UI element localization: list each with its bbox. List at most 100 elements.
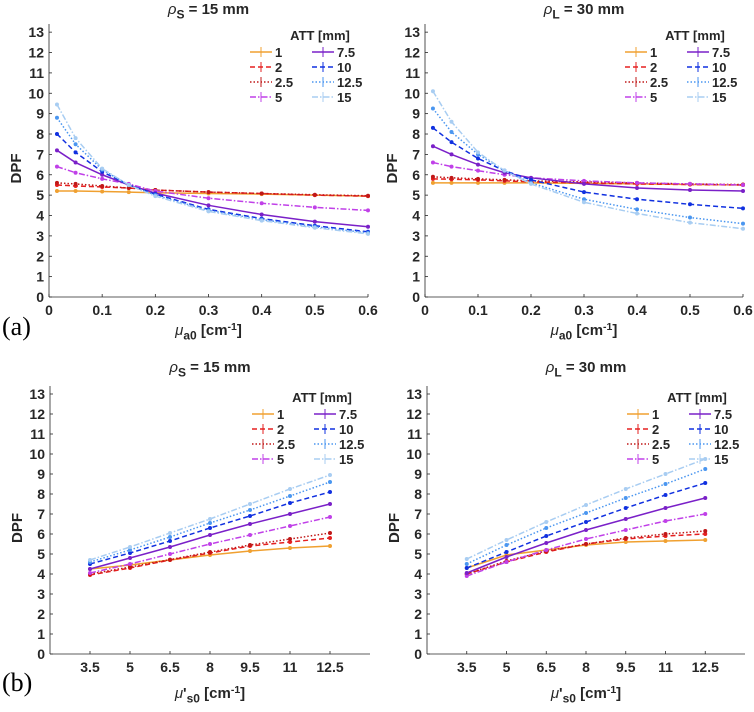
x-tick-label: 11	[658, 659, 673, 675]
label-part: μ	[550, 685, 559, 702]
y-tick-label: 0	[412, 289, 420, 305]
data-point	[168, 535, 172, 539]
label-part: ρ	[543, 1, 553, 18]
legend-entry-label: 5	[277, 452, 284, 467]
data-point	[635, 180, 639, 185]
data-point	[449, 152, 454, 157]
data-point	[430, 125, 435, 130]
data-point	[529, 181, 533, 186]
label-part: = 30 mm	[560, 1, 625, 18]
data-point	[464, 566, 469, 570]
data-point	[584, 537, 588, 541]
data-point	[100, 189, 105, 194]
data-point	[430, 89, 435, 94]
y-tick-label: 6	[414, 526, 422, 542]
y-tick-label: 9	[414, 466, 422, 482]
data-point	[208, 517, 212, 521]
data-point	[328, 480, 332, 484]
data-point	[312, 225, 317, 230]
data-point	[288, 540, 292, 544]
label-part: [cm	[197, 322, 228, 339]
x-tick-label: 6.5	[160, 659, 180, 675]
data-point	[430, 144, 435, 149]
y-tick-label: 8	[414, 486, 422, 502]
y-tick-label: 10	[406, 446, 422, 462]
data-point	[206, 196, 211, 201]
data-point	[88, 567, 92, 571]
y-tick-label: 11	[407, 426, 422, 442]
data-point	[54, 164, 59, 169]
label-part: μ	[550, 322, 559, 339]
y-tick-label: 13	[29, 386, 45, 402]
x-tick-label: 0.3	[199, 302, 219, 318]
y-tick-label: 1	[36, 269, 44, 285]
data-point	[663, 472, 668, 476]
y-tick-label: 12	[406, 406, 422, 422]
data-point	[582, 200, 586, 205]
data-point	[703, 532, 708, 536]
series-line-12.5	[466, 468, 706, 565]
label-part: = 15 mm	[184, 1, 249, 18]
x-tick-label: 3.5	[457, 659, 477, 675]
data-point	[259, 191, 264, 196]
legend-entry-label: 15	[337, 90, 351, 105]
y-tick-label: 4	[414, 566, 422, 582]
x-tick-label: 8	[206, 659, 214, 675]
data-point	[128, 562, 132, 566]
y-tick-label: 7	[37, 506, 45, 522]
label-part: μ	[174, 322, 183, 339]
y-tick-label: 0	[414, 646, 422, 662]
x-tick-label: 0	[45, 302, 53, 318]
series-line-5	[432, 161, 744, 186]
label-part: S	[178, 366, 186, 380]
label-part: '	[183, 685, 187, 702]
y-tick-label: 12	[29, 406, 45, 422]
data-point	[623, 528, 628, 532]
label-part: ρ	[545, 359, 555, 376]
data-point	[312, 205, 317, 210]
data-point	[259, 218, 264, 223]
data-point	[476, 156, 480, 161]
y-tick-label: 3	[37, 586, 45, 602]
y-axis-label: DPF	[9, 513, 26, 543]
y-tick-label: 5	[36, 187, 44, 203]
x-tick-label: 9.5	[616, 659, 636, 675]
series-line-10	[466, 482, 706, 569]
data-point	[476, 150, 480, 155]
x-tick-label: 9.5	[240, 659, 260, 675]
data-point	[248, 543, 252, 547]
data-point	[288, 487, 292, 491]
data-point	[741, 221, 745, 226]
data-point	[635, 211, 639, 216]
data-point	[635, 197, 639, 202]
data-point	[288, 512, 292, 516]
data-point	[544, 548, 549, 552]
data-point	[288, 537, 292, 541]
legend-title: ATT [mm]	[667, 390, 727, 405]
data-point	[504, 550, 509, 554]
data-point	[476, 168, 480, 173]
legend-entry-label: 10	[339, 422, 353, 437]
data-point	[703, 529, 708, 533]
y-tick-label: 6	[412, 167, 420, 183]
data-point	[208, 521, 212, 525]
data-point	[582, 190, 586, 195]
data-point	[208, 550, 212, 554]
y-tick-label: 7	[414, 506, 422, 522]
data-point	[168, 531, 172, 535]
legend-entry-label: 1	[275, 45, 282, 60]
y-tick-label: 10	[28, 85, 44, 101]
label-part: ]	[616, 685, 621, 702]
legend-title: ATT [mm]	[665, 28, 725, 43]
data-point	[584, 542, 588, 546]
x-axis-label: μ's0 [cm-1]	[550, 684, 621, 706]
data-point	[73, 181, 78, 186]
data-point	[449, 180, 454, 185]
legend-entry-label: 2.5	[277, 437, 295, 452]
data-point	[663, 482, 668, 486]
legend-entry-label: 2	[275, 60, 282, 75]
data-point	[168, 539, 172, 543]
data-point	[206, 209, 211, 214]
x-tick-label: 0	[421, 302, 429, 318]
